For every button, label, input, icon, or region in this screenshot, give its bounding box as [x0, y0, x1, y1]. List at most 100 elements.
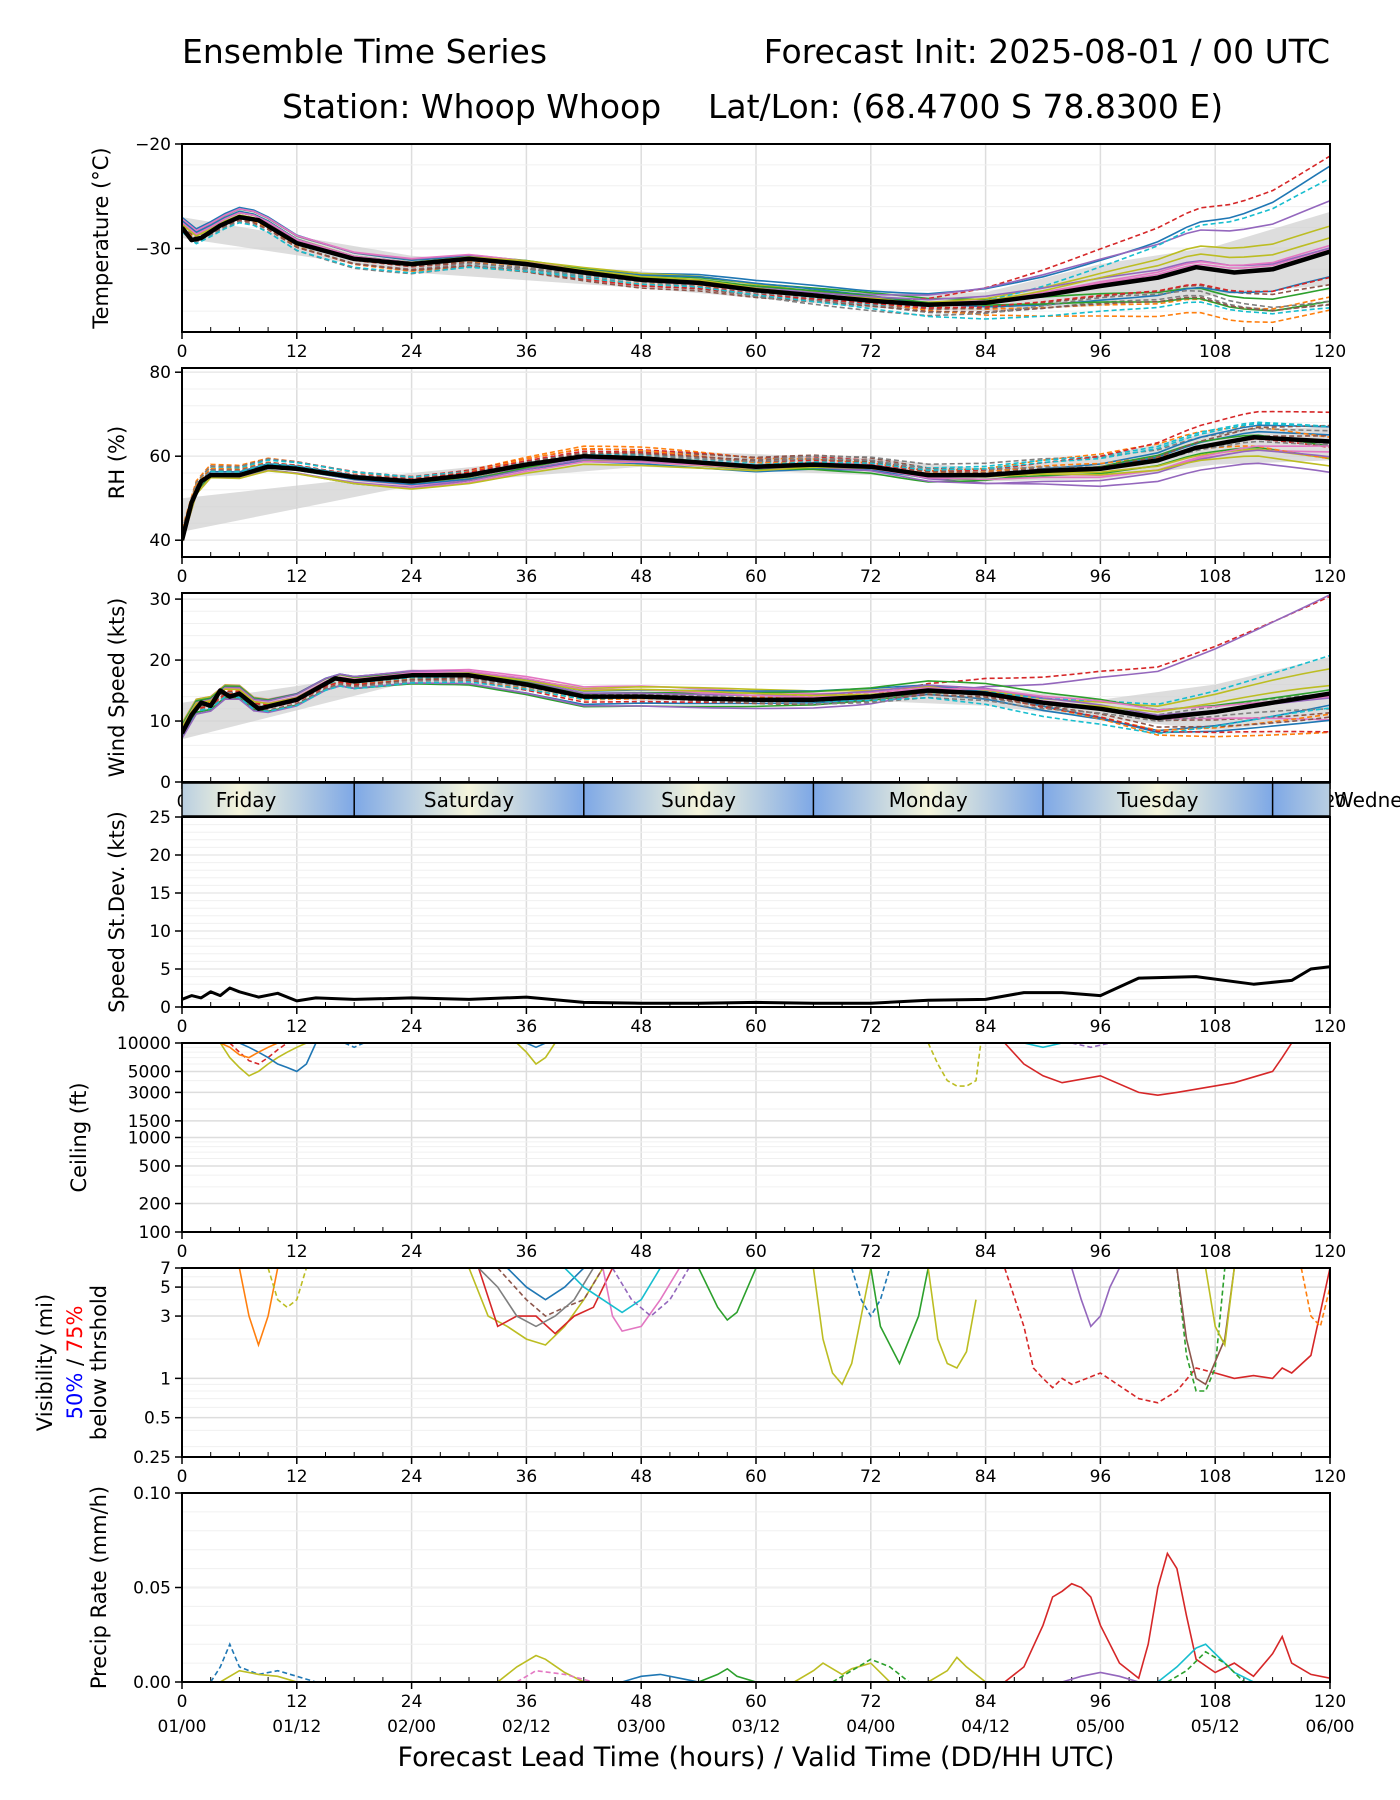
member-line — [219, 1669, 298, 1682]
vis-slash: / — [63, 1352, 87, 1372]
y-tick-label: 0.05 — [133, 1579, 171, 1599]
member-line — [1004, 1551, 1330, 1682]
x-tick-label: 0 — [177, 1692, 188, 1712]
x-tick-label: 108 — [1199, 1467, 1231, 1487]
x-tick-label: 24 — [401, 342, 423, 362]
member-line — [516, 1043, 556, 1066]
x-tick-label: 36 — [516, 1017, 538, 1037]
latlon-label: Lat/Lon: (68.4700 S 78.8300 E) — [708, 87, 1224, 126]
x-tick-label: 108 — [1199, 342, 1231, 362]
member-line — [1003, 1268, 1216, 1404]
member-line — [793, 1662, 891, 1682]
day-label: Tuesday — [1116, 788, 1199, 812]
y-tick-label: 20 — [149, 846, 171, 866]
member-line — [182, 678, 1330, 736]
x-tick-label: 24 — [401, 567, 423, 587]
precip-series — [210, 1551, 1330, 1682]
x-tick-label: 36 — [516, 1242, 538, 1262]
station-label: Station: Whoop Whoop — [282, 87, 662, 126]
ceiling-series — [219, 1043, 1293, 1097]
member-line — [564, 1268, 661, 1314]
precip-frame — [181, 1492, 1331, 1683]
y-tick-label: 1000 — [128, 1129, 171, 1149]
valid-time-label: 02/12 — [502, 1717, 551, 1737]
mean-line — [182, 965, 1330, 1005]
valid-time-label: 03/00 — [617, 1717, 666, 1737]
x-tick-label: 0 — [177, 1467, 188, 1487]
valid-time-label: 01/12 — [272, 1717, 321, 1737]
x-tick-label: 24 — [401, 1017, 423, 1037]
vis-ylabel: Visibility (mi) — [33, 1294, 57, 1431]
x-tick-label: 84 — [975, 342, 997, 362]
member-line — [182, 219, 1330, 313]
x-tick-label: 108 — [1199, 1017, 1231, 1037]
member-line — [850, 1268, 891, 1318]
y-tick-label: 0.25 — [133, 1448, 171, 1468]
member-line — [477, 1268, 614, 1335]
member-line — [1204, 1268, 1236, 1348]
temp-frame — [181, 143, 1331, 333]
rh-ylabel: RH (%) — [105, 426, 129, 499]
x-tick-label: 48 — [630, 567, 652, 587]
member-line — [526, 1043, 546, 1049]
x-tick-label: 12 — [286, 1242, 308, 1262]
member-line — [1004, 1043, 1293, 1097]
x-tick-label: 84 — [975, 1242, 997, 1262]
x-tick-label: 48 — [630, 1692, 652, 1712]
member-line — [506, 1268, 585, 1301]
x-tick-label: 0 — [177, 1242, 188, 1262]
x-tick-label: 36 — [516, 567, 538, 587]
valid-time-label: 03/12 — [732, 1717, 781, 1737]
member-line — [927, 1656, 987, 1682]
member-line — [229, 1043, 288, 1065]
member-line — [611, 1268, 690, 1318]
member-line — [698, 1667, 757, 1682]
x-tick-label: 12 — [286, 1467, 308, 1487]
x-tick-label: 48 — [630, 1017, 652, 1037]
member-line — [1166, 1650, 1245, 1682]
member-line — [927, 1268, 977, 1370]
member-line — [497, 1654, 585, 1682]
y-tick-label: 80 — [149, 363, 171, 383]
day-label: Sunday — [661, 788, 736, 812]
sd-axes: 0 5 10 15 20 25 0 12 24 36 48 60 72 84 96 108 120 — [149, 808, 1346, 1037]
member-line — [1176, 1268, 1226, 1392]
member-line — [182, 427, 1330, 532]
member-line — [812, 1268, 872, 1386]
x-tick-label: 36 — [516, 1692, 538, 1712]
ceiling-ylabel: Ceiling (ft) — [67, 1082, 91, 1192]
y-tick-label: 100 — [139, 1223, 171, 1243]
y-tick-label: 500 — [139, 1157, 171, 1177]
vis-axes: 0.25 0.5 1 3 57 0 12 24 36 48 60 72 84 96 108 120 — [133, 1259, 1346, 1487]
valid-time-label: 06/00 — [1306, 1717, 1355, 1737]
x-tick-label: 36 — [516, 342, 538, 362]
sd-ylabel: Speed St.Dev. (kts) — [105, 811, 129, 1013]
valid-time-label: 04/00 — [846, 1717, 895, 1737]
member-line — [516, 1669, 594, 1682]
member-line — [497, 1268, 604, 1318]
rh-frame — [181, 367, 1331, 558]
vis-threshold-caption: below thrshold — [87, 1285, 111, 1440]
x-tick-label: 0 — [177, 567, 188, 587]
x-tick-label: 48 — [630, 342, 652, 362]
x-tick-label: 120 — [1314, 1467, 1346, 1487]
member-line — [621, 1673, 699, 1682]
y-tick-label: 15 — [149, 884, 171, 904]
temp-series — [182, 155, 1330, 324]
vis-minor-grid — [182, 1276, 1330, 1448]
x-tick-label: 72 — [860, 1017, 882, 1037]
x-tick-label: 0 — [177, 1017, 188, 1037]
member-line — [182, 221, 1330, 320]
vis-frame — [181, 1267, 1331, 1458]
vis-series — [238, 1268, 1330, 1404]
member-line — [1061, 1671, 1139, 1682]
x-tick-label: 60 — [745, 1467, 767, 1487]
y-tick-label: 10 — [149, 712, 171, 732]
rh-series — [182, 410, 1330, 543]
y-tick-label: 0.10 — [133, 1484, 171, 1504]
member-line — [182, 421, 1330, 533]
wind-frame — [181, 592, 1331, 783]
y-tick-label: 5000 — [128, 1062, 171, 1082]
temp-ylabel: Temperature (°C) — [89, 147, 113, 329]
x-tick-label: 60 — [745, 342, 767, 362]
